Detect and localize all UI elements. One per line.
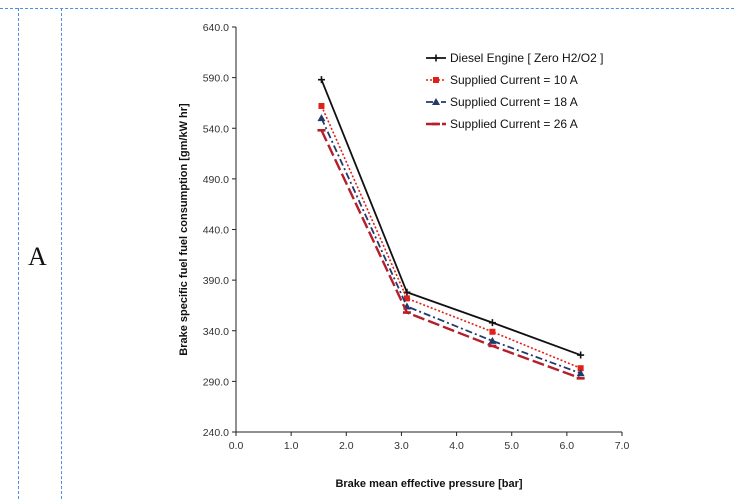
- data-point-marker: [577, 365, 584, 372]
- series-line: [320, 129, 582, 380]
- data-point-marker: [317, 114, 326, 122]
- layout-guide-left-inner: [61, 8, 62, 499]
- layout-guide-top: [0, 8, 734, 9]
- data-point-marker: [318, 102, 325, 109]
- data-point-marker: [432, 98, 440, 105]
- y-tick-label: 290.0: [203, 376, 229, 388]
- data-point-marker: [403, 288, 411, 296]
- legend-label: Supplied Current = 26 A: [450, 117, 578, 131]
- x-tick-label: 6.0: [560, 440, 575, 452]
- x-axis-ticks: 0.0 1.0 2.0 3.0 4.0 5.0 6.0 7.0: [229, 432, 630, 452]
- chart-series: [317, 76, 585, 380]
- y-tick-label: 590.0: [203, 73, 229, 85]
- series-3: [317, 114, 585, 377]
- data-point-marker: [432, 54, 440, 62]
- data-point-marker: [488, 319, 496, 327]
- y-tick-label: 340.0: [203, 326, 229, 338]
- x-axis-title: Brake mean effective pressure [bar]: [335, 478, 522, 490]
- y-tick-label: 240.0: [203, 427, 229, 439]
- series-line: [320, 117, 581, 375]
- y-axis-ticks: 240.0 290.0 340.0 390.0 440.0 490.0 540.0 590.0…: [203, 22, 236, 439]
- x-tick-label: 0.0: [229, 440, 244, 452]
- legend-label: Supplied Current = 18 A: [450, 95, 578, 109]
- legend-label: Supplied Current = 10 A: [450, 73, 578, 87]
- chart-legend: Diesel Engine [ Zero H2/O2 ] Supplied Cur…: [426, 51, 603, 131]
- x-tick-label: 7.0: [615, 440, 630, 452]
- y-tick-label: 390.0: [203, 275, 229, 287]
- series-1: [317, 76, 585, 359]
- x-tick-label: 2.0: [339, 440, 354, 452]
- panel-label: A: [28, 242, 47, 271]
- series-4: [317, 128, 585, 380]
- series-2: [318, 102, 584, 372]
- data-point-marker: [488, 336, 497, 344]
- data-point-marker: [576, 369, 585, 377]
- x-tick-label: 1.0: [284, 440, 299, 452]
- series-line: [320, 105, 581, 369]
- x-tick-label: 3.0: [394, 440, 409, 452]
- x-tick-label: 5.0: [504, 440, 519, 452]
- data-point-marker: [489, 328, 496, 335]
- data-point-marker: [433, 77, 439, 83]
- series-line: [320, 79, 581, 356]
- data-point-marker: [403, 295, 410, 302]
- data-point-marker: [577, 351, 585, 359]
- y-axis-title: Brake specific fuel fuel consumption [gm…: [178, 103, 190, 356]
- y-tick-label: 640.0: [203, 22, 229, 34]
- legend-label: Diesel Engine [ Zero H2/O2 ]: [450, 51, 603, 65]
- x-tick-label: 4.0: [449, 440, 464, 452]
- data-point-marker: [317, 76, 325, 84]
- y-tick-label: 490.0: [203, 174, 229, 186]
- y-tick-label: 540.0: [203, 123, 229, 135]
- y-tick-label: 440.0: [203, 225, 229, 237]
- layout-guide-left-outer: [18, 8, 19, 499]
